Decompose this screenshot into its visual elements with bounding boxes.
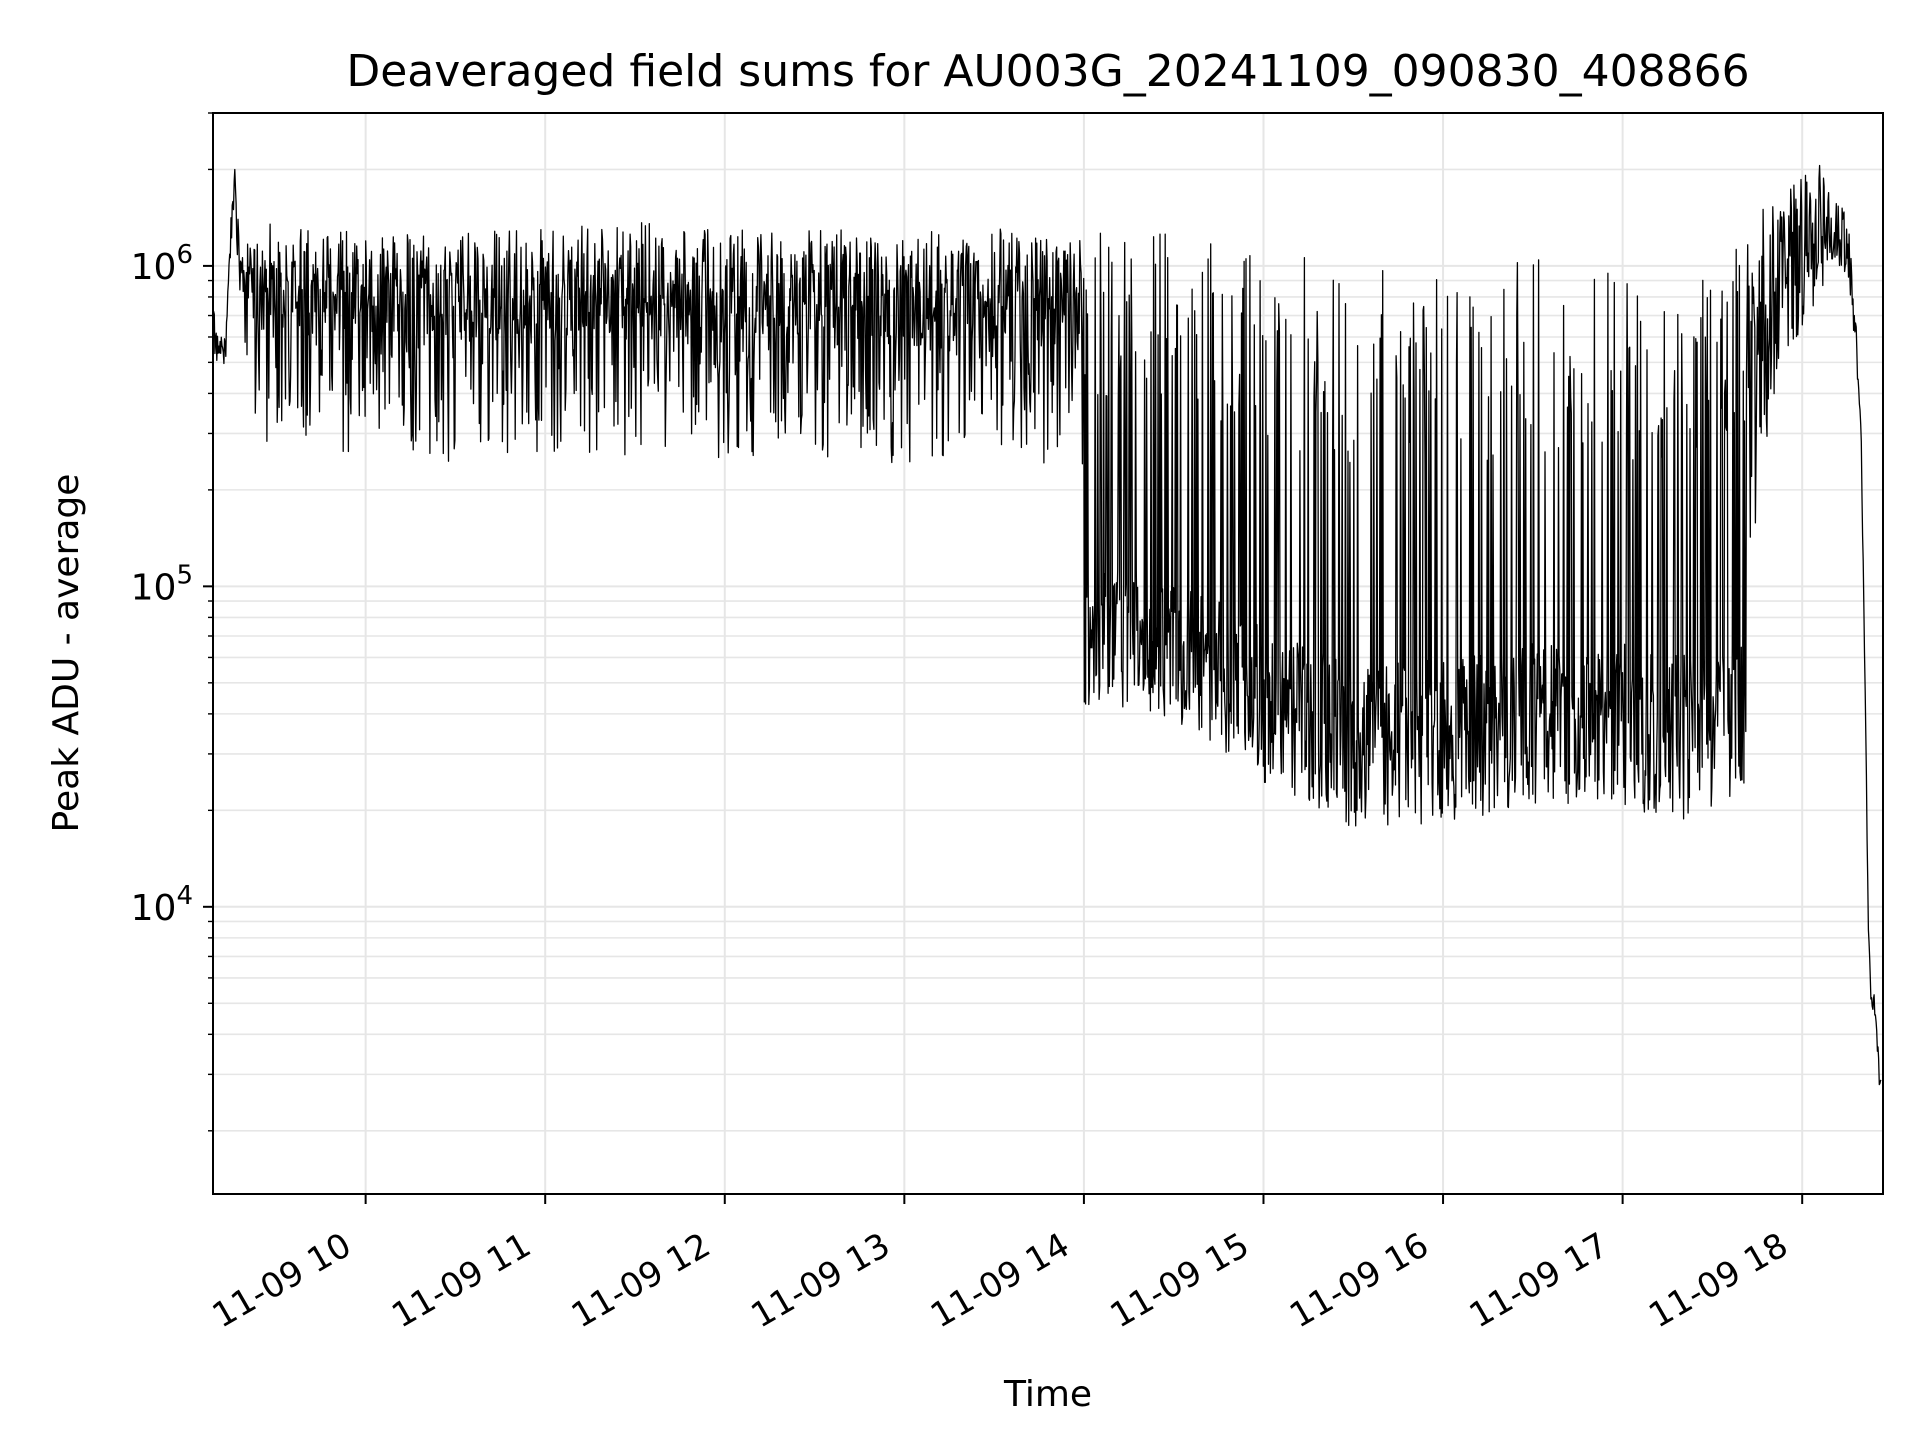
chart-title: Deaveraged field sums for AU003G_2024110… [346, 46, 1749, 97]
x-axis-label: Time [1003, 1374, 1092, 1415]
data-series [212, 164, 1882, 1086]
y-tick-label: 105 [131, 560, 193, 608]
plot-frame [212, 112, 1884, 1195]
y-tick-label: 106 [131, 240, 193, 288]
y-tick-label: 104 [131, 881, 193, 929]
y-axis-label: Peak ADU - average [46, 474, 87, 833]
series-line [212, 164, 1882, 1086]
